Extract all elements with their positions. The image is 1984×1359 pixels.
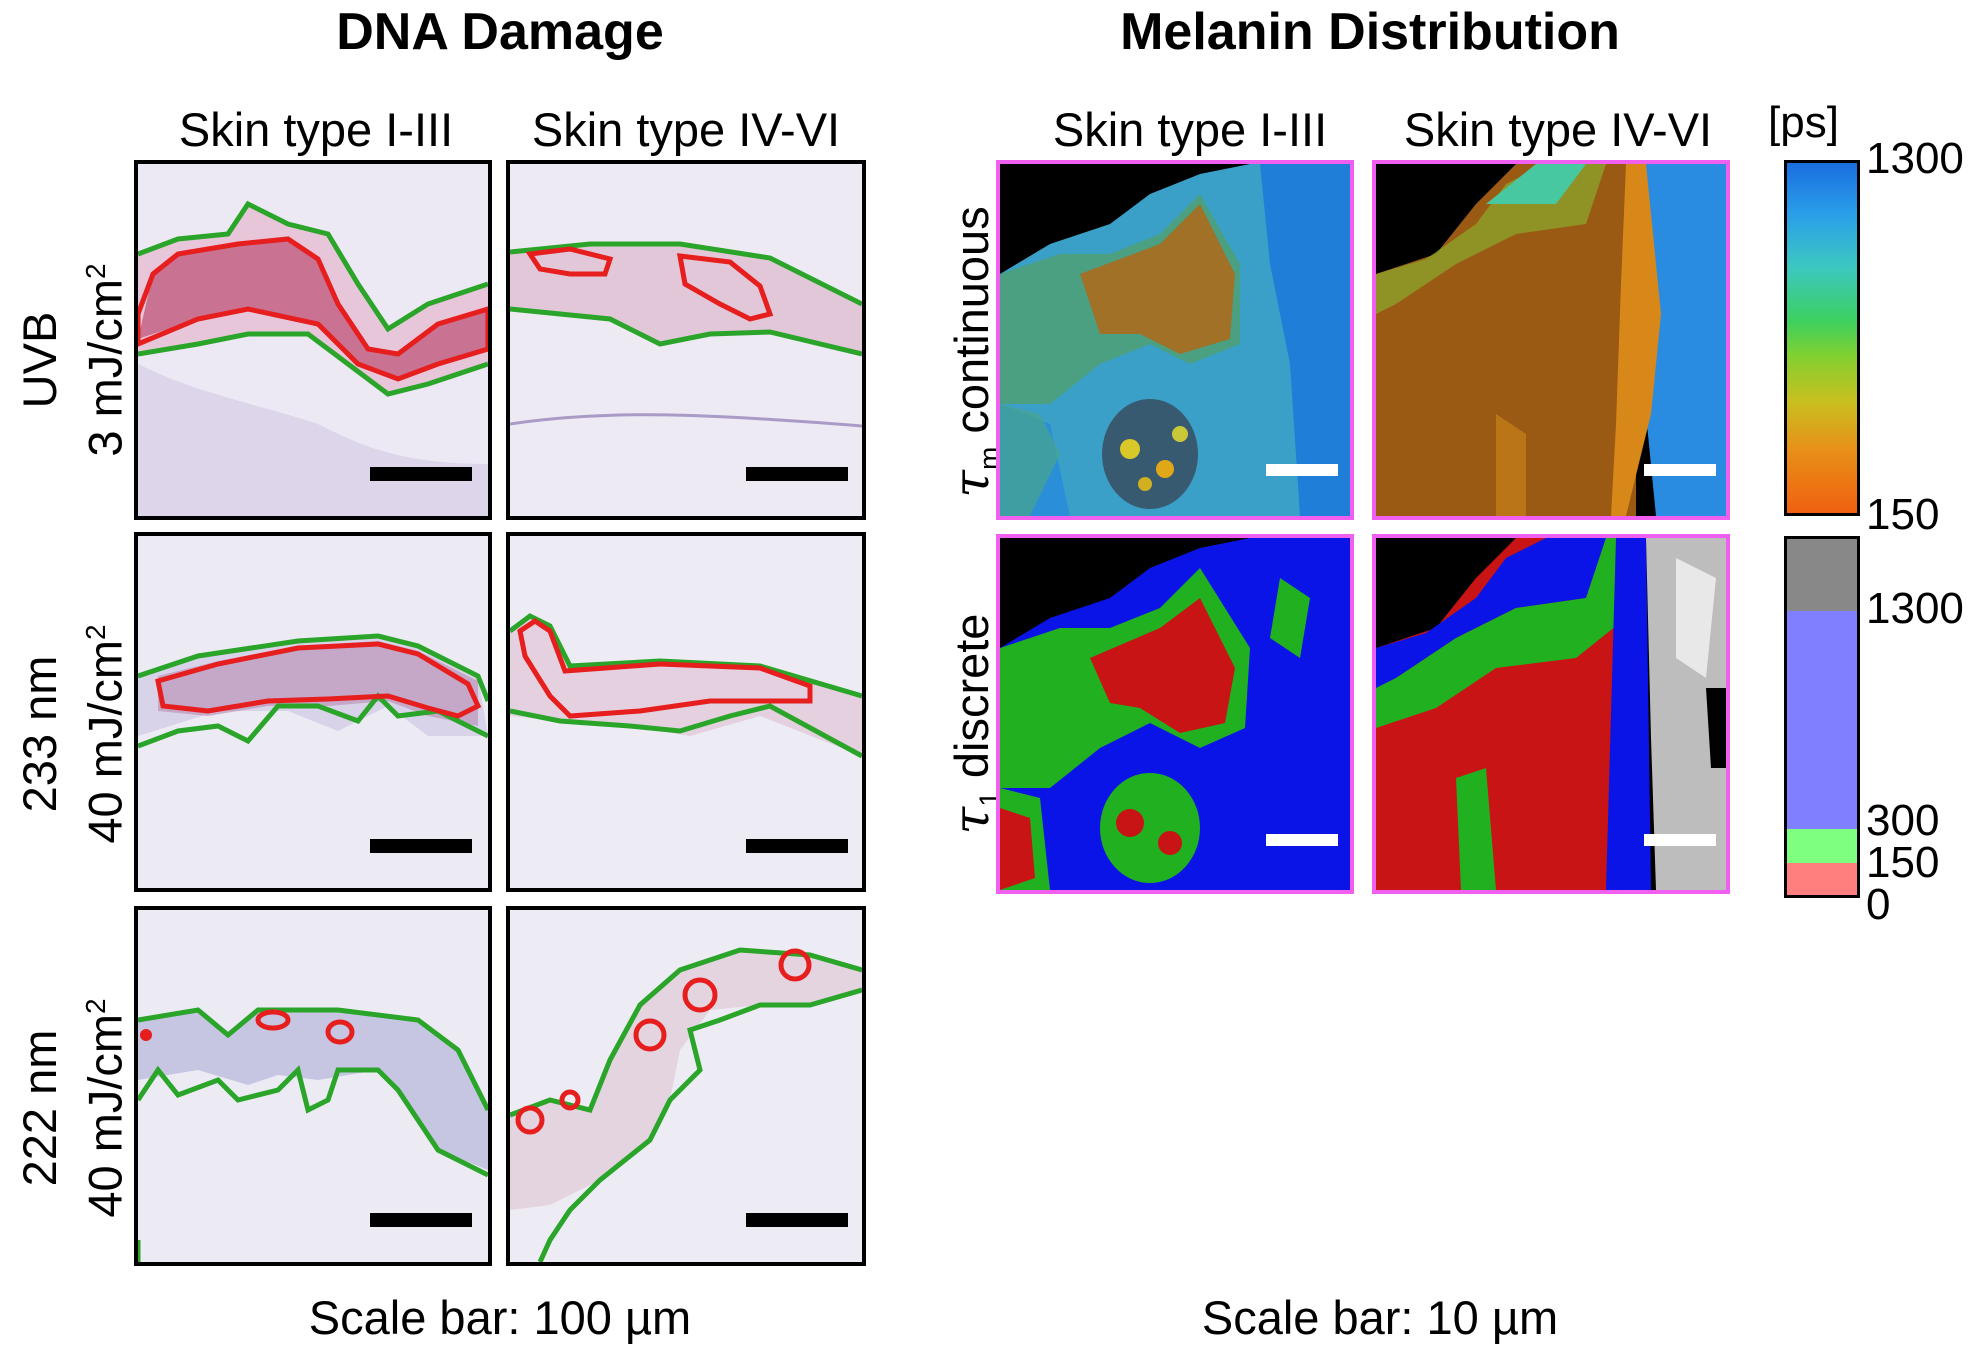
colorbar-class-0-150 [1787, 863, 1857, 895]
scale-bar-100um [746, 839, 848, 853]
melanin-col-header-1: Skin type I-III [1052, 103, 1328, 156]
row-label-tau-1-discrete: τ1 discrete [942, 613, 1005, 835]
histology-uvb-type-1-3 [134, 160, 492, 520]
flim-discrete-type-4-6 [1372, 534, 1730, 894]
colorbar-discrete-tick-300: 300 [1866, 796, 1940, 845]
histology-222nm-type-4-6 [506, 906, 866, 1266]
scale-bar-100um [370, 467, 472, 481]
scale-bar-100um [746, 1213, 848, 1227]
colorbar-class-300-1300 [1787, 611, 1857, 829]
colorbar-continuous-tick-1300: 1300 [1866, 134, 1964, 183]
flim-discrete-type-1-3 [996, 534, 1354, 894]
scale-bar-10um [1644, 834, 1716, 846]
row-label-233nm: 233 nm 40 mJ/cm2 [13, 624, 132, 844]
colorbar-class-above-1300 [1787, 539, 1857, 611]
scale-bar-10um [1266, 464, 1338, 476]
scale-bar-10um [1644, 464, 1716, 476]
scale-bar-100um [746, 467, 848, 481]
histology-233nm-type-4-6 [506, 532, 866, 892]
row-label-uvb: UVB 3 mJ/cm2 [13, 263, 132, 457]
melanin-title: Melanin Distribution [1120, 3, 1620, 61]
dna-col-header-2: Skin type IV-VI [531, 103, 841, 156]
colorbar-discrete-tick-150: 150 [1866, 838, 1940, 887]
row-label-222nm: 222 nm 40 mJ/cm2 [13, 998, 132, 1218]
row-label-tau-m-continuous: τm continuous [942, 206, 1005, 498]
colorbar-discrete [1784, 536, 1860, 898]
histology-233nm-type-1-3 [134, 532, 492, 892]
melanin-col-header-2: Skin type IV-VI [1403, 103, 1713, 156]
colorbar-class-150-300 [1787, 829, 1857, 863]
colorbar-discrete-tick-0: 0 [1866, 880, 1891, 929]
dna-col-header-1: Skin type I-III [178, 103, 454, 156]
dna-damage-title: DNA Damage [336, 3, 664, 61]
histology-222nm-type-1-3 [134, 906, 492, 1266]
colorbar-unit: [ps] [1768, 98, 1839, 147]
scale-bar-100um [370, 1213, 472, 1227]
scale-bar-10um [1266, 834, 1338, 846]
colorbar-continuous [1784, 160, 1860, 516]
melanin-scale-caption: Scale bar: 10 µm [1201, 1291, 1559, 1344]
colorbar-discrete-tick-1300: 1300 [1866, 584, 1964, 633]
histology-uvb-type-4-6 [506, 160, 866, 520]
dna-scale-caption: Scale bar: 100 µm [308, 1291, 692, 1344]
flim-continuous-type-1-3 [996, 160, 1354, 520]
scale-bar-100um [370, 839, 472, 853]
colorbar-continuous-tick-150: 150 [1866, 490, 1940, 539]
flim-continuous-type-4-6 [1372, 160, 1730, 520]
